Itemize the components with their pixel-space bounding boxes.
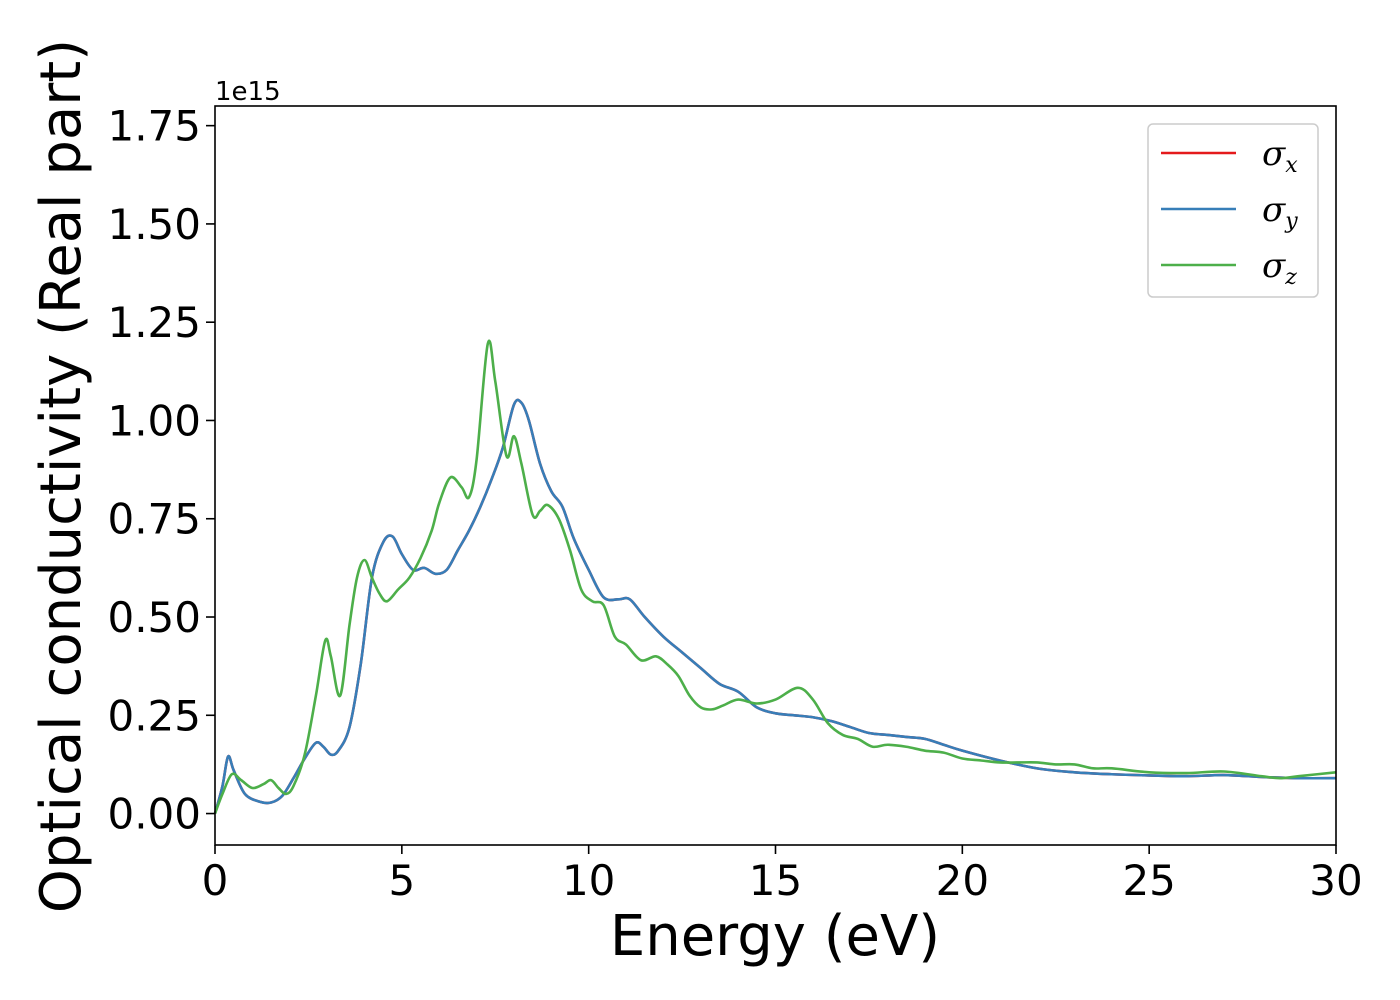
y-tick-label: 0.75 [107,495,201,544]
y-tick-label: 1.75 [107,102,201,151]
y-tick-label: 1.50 [107,200,201,249]
x-tick-label: 30 [1309,856,1362,905]
legend-label-z: σz [1262,246,1297,290]
x-tick-label: 25 [1122,856,1175,905]
y-offset-label: 1e15 [215,77,281,107]
x-tick-label: 20 [936,856,989,905]
x-tick-label: 0 [202,856,229,905]
legend-label-y: σy [1262,190,1298,234]
y-axis-label: Optical conductivity (Real part) [29,39,94,913]
y-tick-label: 1.00 [107,396,201,445]
x-tick-label: 15 [749,856,802,905]
legend-label-x: σx [1262,134,1298,178]
y-tick-label: 0.50 [107,593,201,642]
x-tick-label: 10 [562,856,615,905]
x-axis: 0 5 10 15 20 25 30 [202,845,1363,905]
y-axis: 0.00 0.25 0.50 0.75 1.00 1.25 1.50 1.75 [107,102,215,839]
y-tick-label: 0.00 [107,790,201,839]
y-tick-label: 1.25 [107,298,201,347]
series-line-y [213,398,1337,814]
series-layer [213,339,1337,815]
x-tick-label: 5 [388,856,415,905]
series-line-z [213,339,1337,815]
legend: σx σy σz [1147,123,1319,298]
legend-box [1147,123,1319,298]
x-axis-label: Energy (eV) [610,904,940,969]
y-tick-label: 0.25 [107,691,201,740]
